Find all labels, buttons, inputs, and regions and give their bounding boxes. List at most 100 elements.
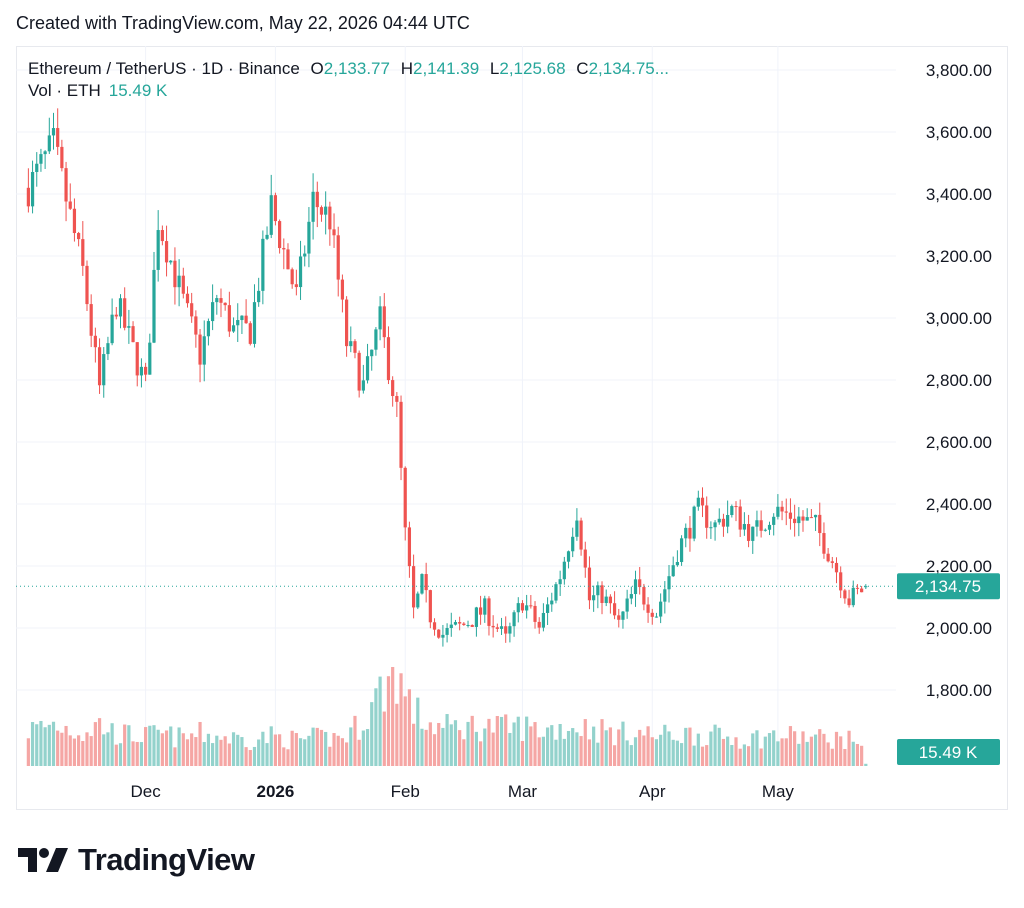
candle-body — [30, 171, 35, 207]
time-axis: Dec 2026 Feb Mar Apr May — [130, 782, 794, 801]
price-tick-label: 1,800.00 — [926, 681, 992, 700]
volume-bar — [123, 724, 127, 766]
volume-bar — [583, 719, 587, 766]
candle-body — [102, 354, 106, 386]
candle-body — [650, 612, 654, 617]
candle-body — [705, 505, 709, 528]
candle-body — [684, 527, 688, 539]
candle-body — [474, 607, 479, 627]
candle-body — [123, 298, 127, 328]
volume-bar — [562, 738, 566, 766]
candle-body — [726, 514, 730, 527]
candle-body — [721, 518, 726, 527]
chart-caption: Created with TradingView.com, May 22, 20… — [16, 13, 470, 33]
volume-bar — [169, 726, 173, 766]
candle-body — [152, 269, 156, 343]
time-tick-label: 2026 — [257, 782, 295, 801]
volume-bar — [273, 734, 278, 766]
volume-bar — [512, 722, 516, 766]
candle-body — [558, 579, 562, 585]
volume-bar — [114, 744, 118, 766]
volume-bar — [826, 742, 830, 766]
volume-bar — [93, 722, 97, 766]
candle-body — [629, 594, 633, 599]
candle-body — [730, 506, 734, 515]
volume-bar — [843, 748, 847, 766]
candle-body — [416, 593, 420, 608]
volume-bar — [177, 727, 181, 766]
volume-bar — [541, 736, 545, 766]
volume-bar — [43, 727, 47, 766]
volume-bar — [56, 730, 60, 766]
price-chart[interactable]: 3,800.00 3,600.00 3,400.00 3,200.00 3,000.00… — [16, 46, 1008, 810]
volume-bar — [612, 745, 617, 766]
volume-bar — [298, 738, 303, 766]
candle-body — [491, 625, 495, 628]
volume-bar — [675, 740, 679, 766]
legend-ohlc-row: Ethereum / TetherUS · 1D · Binance O2,13… — [28, 58, 669, 80]
candle-body — [181, 275, 185, 294]
volume-bar — [144, 727, 148, 766]
volume-bar — [202, 742, 206, 766]
candle-body — [797, 516, 801, 524]
legend-open-value: 2,133.77 — [323, 59, 390, 78]
legend-low-label: L — [489, 59, 500, 78]
volume-bar — [265, 743, 269, 766]
volume-bar — [767, 733, 772, 766]
candle-body — [127, 326, 131, 328]
volume-bar — [705, 745, 709, 766]
volume-bar — [374, 688, 378, 766]
volume-bar — [587, 739, 592, 766]
candle-body — [776, 506, 780, 517]
candle-body — [583, 549, 587, 568]
volume-bar — [667, 731, 671, 766]
chart-legend: Ethereum / TetherUS · 1D · Binance O2,13… — [28, 58, 669, 102]
candle-body — [294, 284, 298, 288]
volume-bar — [805, 741, 809, 766]
volume-bar — [47, 724, 51, 766]
volume-bar — [286, 749, 290, 766]
volume-bar — [550, 725, 554, 766]
legend-close-value: 2,134.75... — [588, 59, 669, 78]
candle-body — [633, 579, 638, 595]
volume-bar — [131, 741, 135, 766]
candle-body — [537, 621, 541, 628]
volume-bar — [818, 729, 822, 766]
candle-body — [353, 341, 357, 353]
volume-bar — [600, 719, 604, 766]
volume-bar — [696, 733, 700, 766]
volume-bar — [533, 722, 537, 766]
candle-body — [273, 195, 278, 222]
volume-bar — [345, 742, 349, 766]
chart-grid — [16, 46, 896, 766]
time-tick-label: May — [762, 782, 795, 801]
candle-body — [156, 230, 160, 270]
candle-body — [843, 590, 847, 599]
candle-body — [324, 206, 328, 215]
volume-bar — [520, 740, 525, 766]
volume-bar — [604, 730, 608, 766]
candle-body — [617, 615, 621, 620]
candle-body — [818, 514, 822, 534]
volume-bar — [391, 667, 395, 766]
candle-body — [202, 336, 206, 365]
volume-bar — [311, 727, 315, 766]
candle-body — [671, 565, 675, 577]
candle-body — [709, 527, 713, 529]
candle-body — [361, 380, 365, 391]
candle-body — [424, 574, 428, 591]
volume-bar — [30, 722, 35, 766]
candle-body — [286, 249, 290, 270]
candle-body — [64, 168, 68, 202]
volume-bar — [357, 739, 361, 766]
candle-body — [357, 352, 361, 391]
volume-bar — [219, 739, 223, 766]
volume-bar — [185, 739, 190, 766]
candle-body — [236, 320, 240, 326]
volume-bar — [215, 735, 219, 766]
volume-bar — [776, 741, 780, 766]
candle-body — [144, 366, 148, 375]
candle-body — [311, 191, 315, 222]
candle-body — [345, 299, 349, 347]
volume-bar — [420, 728, 424, 766]
